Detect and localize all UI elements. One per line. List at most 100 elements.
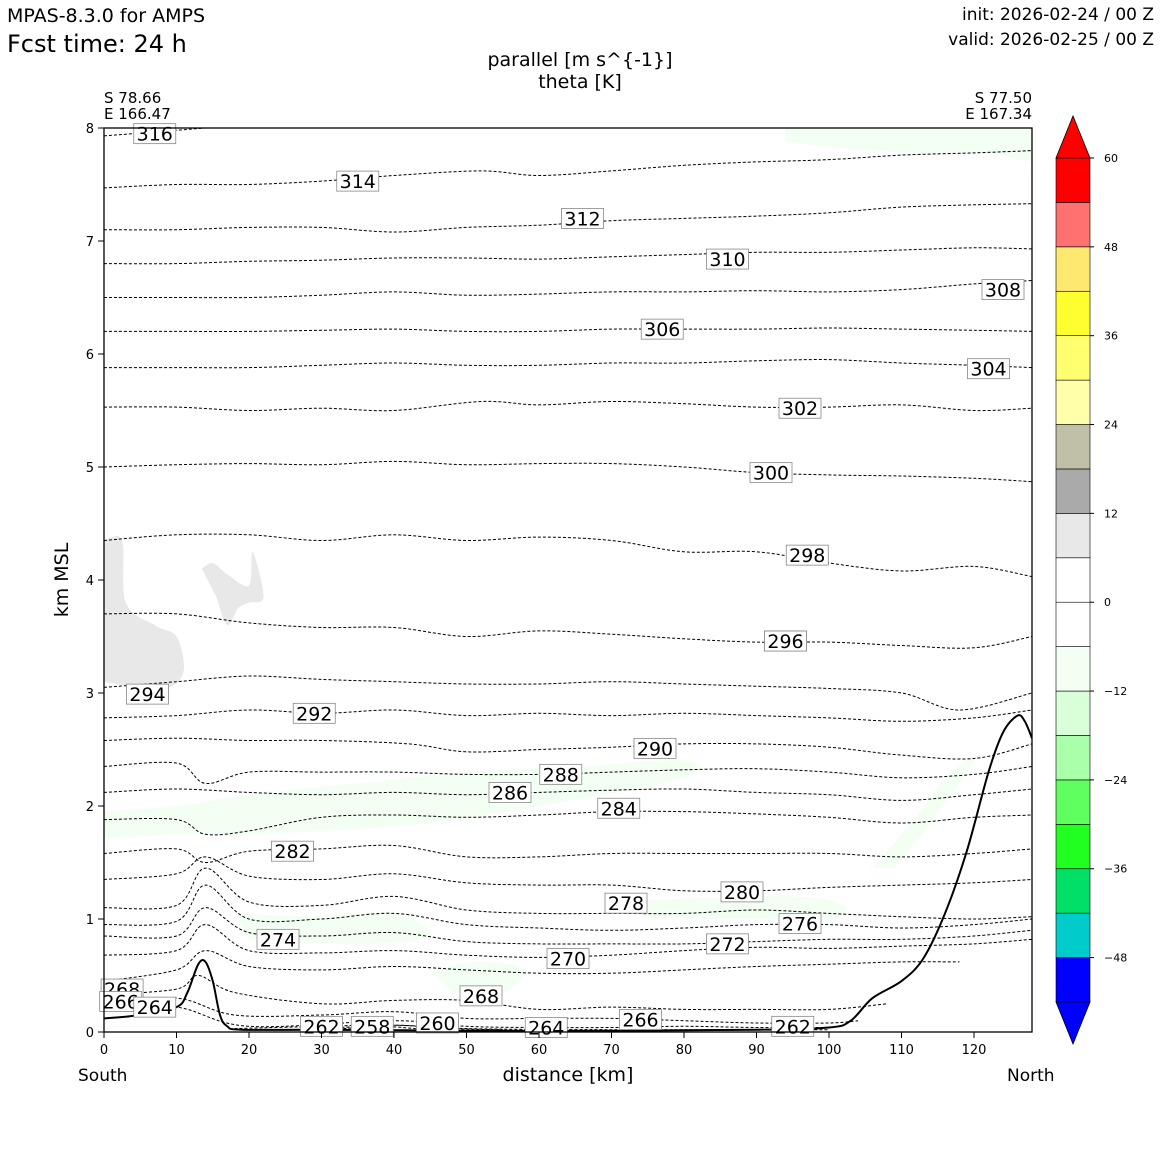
x-tick-label: 90	[748, 1043, 765, 1058]
contour-label-box	[771, 1015, 815, 1037]
theta-contour-278	[104, 867, 1032, 920]
contour-label-box	[336, 170, 380, 192]
valid-time: valid: 2026-02-25 / 00 Z	[948, 30, 1154, 50]
contour-label-292: 292	[292, 702, 336, 725]
contour-label-272: 272	[706, 933, 749, 956]
forecast-time: Fcst time: 24 h	[7, 30, 187, 58]
contour-label-text: 288	[543, 764, 579, 786]
colorbar-segment	[1055, 557, 1091, 603]
contour-label-text: 278	[608, 893, 644, 915]
contour-label-box	[126, 683, 169, 705]
x-tick-label: 110	[889, 1043, 914, 1058]
theta-contour-284	[104, 810, 1032, 836]
contour-label-box	[981, 279, 1025, 300]
colorbar-tick-label: 60	[1104, 152, 1118, 165]
contour-label-266: 266	[619, 1009, 662, 1032]
contour-label-302: 302	[778, 397, 822, 420]
colorbar-tick-label: −36	[1104, 863, 1127, 876]
contour-label-box	[133, 996, 177, 1018]
contour-label-text: 300	[753, 463, 789, 485]
contour-label-288: 288	[539, 763, 583, 786]
colorbar-segment	[1055, 690, 1091, 736]
contour-label-258: 258	[350, 1015, 394, 1038]
colorbar-tick-label: 36	[1104, 330, 1118, 343]
contour-label-264: 264	[524, 1017, 568, 1039]
colorbar-segment	[1055, 824, 1091, 870]
contour-label-text: 290	[637, 738, 673, 760]
contour-label-box	[640, 318, 684, 340]
left-longitude: E 166.47	[104, 105, 171, 123]
theta-contour-292	[104, 709, 1032, 722]
contour-label-298: 298	[785, 544, 829, 567]
contour-label-text: 268	[463, 986, 499, 1008]
contour-label-box	[706, 933, 749, 955]
contour-label-box	[256, 928, 300, 950]
contour-label-text: 274	[260, 929, 296, 951]
contour-label-box	[619, 1009, 662, 1030]
x-tick-label: 120	[962, 1043, 987, 1058]
contour-label-text: 266	[622, 1010, 658, 1032]
colorbar-segment	[1055, 513, 1091, 559]
contour-label-box	[785, 544, 829, 566]
wind-shaded-region	[201, 551, 264, 626]
contour-label-extra: 262	[300, 1015, 343, 1038]
contour-label-text: 316	[137, 124, 173, 146]
colorbar-segment	[1055, 202, 1091, 248]
theta-contours	[104, 128, 1032, 1032]
colorbar-segment	[1055, 957, 1091, 1003]
colorbar-segment	[1055, 379, 1091, 425]
x-tick-label: 60	[531, 1043, 548, 1058]
contour-label-box	[706, 248, 749, 270]
y-tick-label: 1	[86, 913, 94, 928]
contour-label-294: 294	[126, 683, 169, 706]
theta-contour-314	[104, 150, 1032, 189]
colorbar-segment	[1055, 868, 1091, 914]
contour-label-268: 268	[459, 985, 503, 1008]
contour-label-text: 314	[340, 171, 376, 193]
colorbar-segment	[1055, 424, 1091, 470]
contour-label-text: 280	[724, 882, 760, 904]
contour-label-284: 284	[597, 797, 641, 820]
contour-label-text: 308	[985, 280, 1021, 302]
colorbar-segment	[1055, 335, 1091, 381]
contour-label-box	[720, 881, 764, 903]
contour-label-text: 306	[644, 319, 680, 341]
colorbar-tick-label: −48	[1104, 952, 1127, 965]
x-tick-label: 50	[458, 1043, 475, 1058]
contour-label-box	[416, 1012, 459, 1034]
init-time: init: 2026-02-24 / 00 Z	[961, 5, 1154, 25]
contour-label-box	[459, 985, 503, 1007]
x-axis-label: distance [km]	[502, 1064, 634, 1086]
y-tick-label: 8	[86, 122, 94, 137]
contour-label-text: 312	[564, 208, 600, 230]
contour-label-text: 298	[789, 545, 825, 567]
contour-label-box	[350, 1015, 394, 1037]
contour-label-text: 264	[528, 1017, 564, 1039]
contour-label-text: 292	[296, 703, 332, 725]
contour-label-282: 282	[271, 840, 314, 863]
y-tick-label: 2	[86, 800, 94, 815]
right-latitude: S 77.50	[974, 89, 1032, 107]
contour-label-text: 264	[137, 997, 173, 1019]
theta-contour-282	[104, 844, 1032, 864]
contour-label-274: 274	[256, 928, 300, 951]
contour-label-box	[488, 782, 532, 803]
x-tick-label: 0	[100, 1043, 108, 1058]
theta-contour-276	[104, 884, 1032, 931]
theta-contour-304	[104, 359, 1032, 369]
contour-label-text: 294	[129, 684, 165, 706]
contour-label-box	[778, 397, 822, 419]
y-tick-label: 5	[86, 461, 94, 476]
contour-label-text: 302	[782, 398, 818, 420]
contour-label-270: 270	[546, 948, 590, 971]
contour-label-text: 262	[775, 1016, 811, 1038]
x-tick-label: 10	[168, 1043, 185, 1058]
contour-label-box	[597, 797, 641, 819]
wind-shaded-region	[785, 128, 1032, 161]
wind-shaded-region	[104, 535, 185, 689]
x-tick-label: 70	[603, 1043, 620, 1058]
south-label: South	[78, 1066, 128, 1086]
left-latitude: S 78.66	[104, 89, 162, 107]
contour-label-text: 258	[354, 1016, 390, 1038]
x-tick-label: 20	[241, 1043, 258, 1058]
